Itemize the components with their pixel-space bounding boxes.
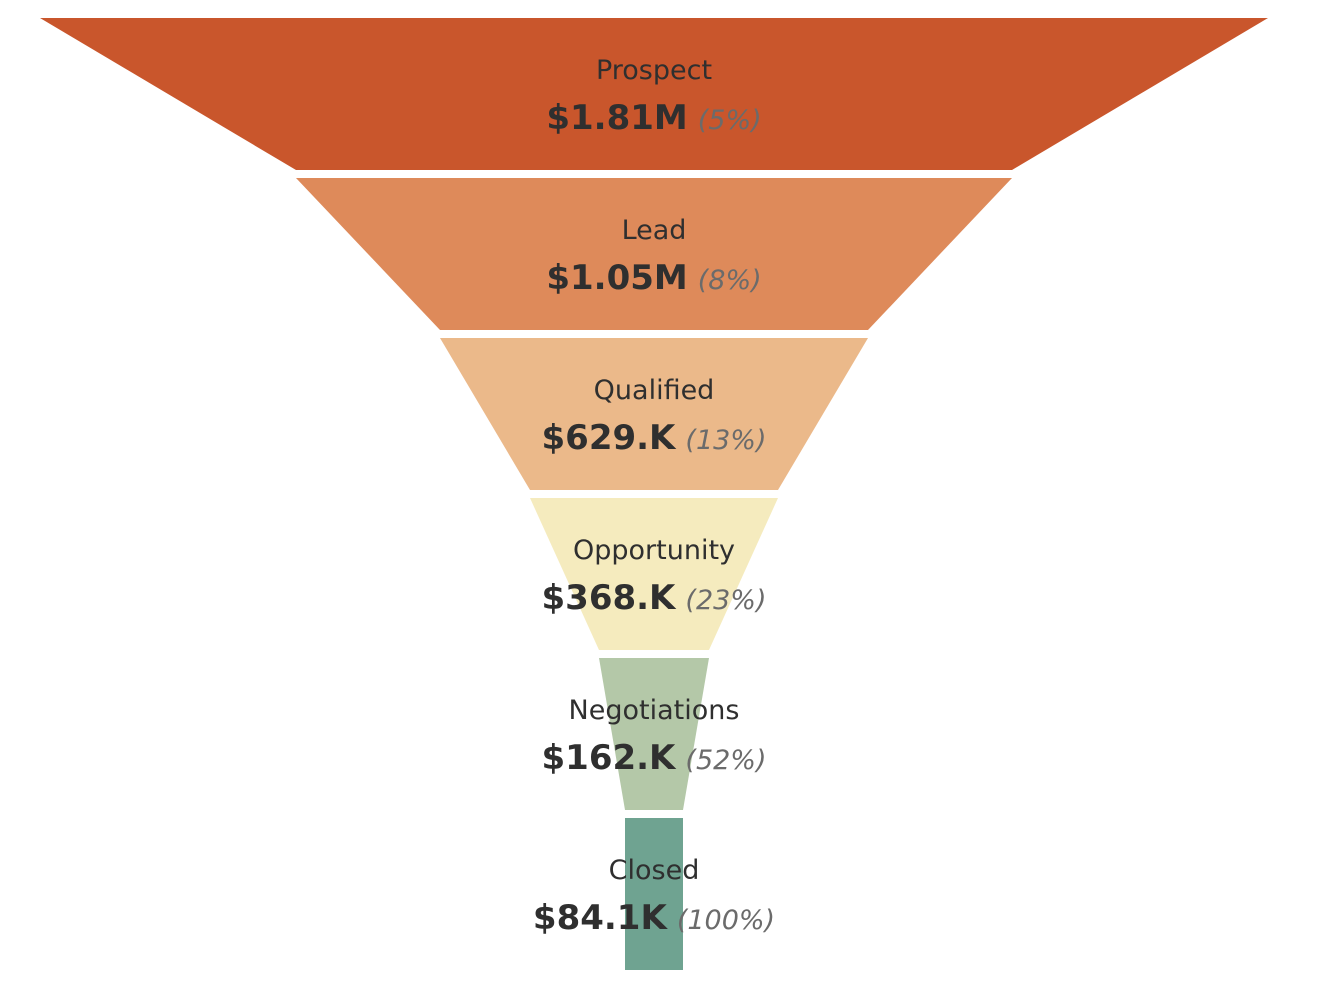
stage-percent-negotiations: (52%) bbox=[685, 745, 766, 776]
funnel-segment-opportunity bbox=[530, 498, 778, 650]
stage-value-lead: $1.05M bbox=[546, 258, 687, 298]
stage-value-line-lead: $1.05M (8%) bbox=[546, 258, 761, 298]
stage-value-qualified: $629.K bbox=[542, 418, 678, 458]
stage-percent-closed: (100%) bbox=[677, 905, 775, 936]
funnel-segment-lead bbox=[296, 178, 1012, 330]
stage-value-line-closed: $84.1K (100%) bbox=[533, 898, 775, 938]
stage-percent-qualified: (13%) bbox=[685, 425, 766, 456]
stage-value-prospect: $1.81M bbox=[546, 98, 687, 138]
funnel-segment-closed bbox=[625, 818, 683, 970]
stage-percent-prospect: (5%) bbox=[698, 105, 762, 136]
funnel-segment-prospect bbox=[40, 18, 1268, 170]
stage-label-lead: Lead bbox=[622, 215, 687, 246]
funnel-segment-negotiations bbox=[599, 658, 709, 810]
stage-label-closed: Closed bbox=[609, 855, 700, 886]
stage-label-negotiations: Negotiations bbox=[569, 695, 740, 726]
stage-percent-lead: (8%) bbox=[698, 265, 762, 296]
funnel-segments bbox=[40, 18, 1268, 970]
stage-label-qualified: Qualified bbox=[594, 375, 715, 406]
stage-value-line-qualified: $629.K (13%) bbox=[542, 418, 767, 458]
funnel-labels: Prospect $1.81M (5%) Lead $1.05M (8%) Qualifie… bbox=[533, 55, 775, 938]
stage-value-closed: $84.1K bbox=[533, 898, 669, 938]
stage-value-opportunity: $368.K bbox=[542, 578, 678, 618]
stage-value-line-negotiations: $162.K (52%) bbox=[542, 738, 767, 778]
stage-value-negotiations: $162.K bbox=[542, 738, 678, 778]
stage-value-line-prospect: $1.81M (5%) bbox=[546, 98, 761, 138]
funnel-segment-qualified bbox=[440, 338, 868, 490]
stage-label-opportunity: Opportunity bbox=[573, 535, 735, 566]
stage-percent-opportunity: (23%) bbox=[685, 585, 766, 616]
stage-label-prospect: Prospect bbox=[596, 55, 712, 86]
stage-value-line-opportunity: $368.K (23%) bbox=[542, 578, 767, 618]
